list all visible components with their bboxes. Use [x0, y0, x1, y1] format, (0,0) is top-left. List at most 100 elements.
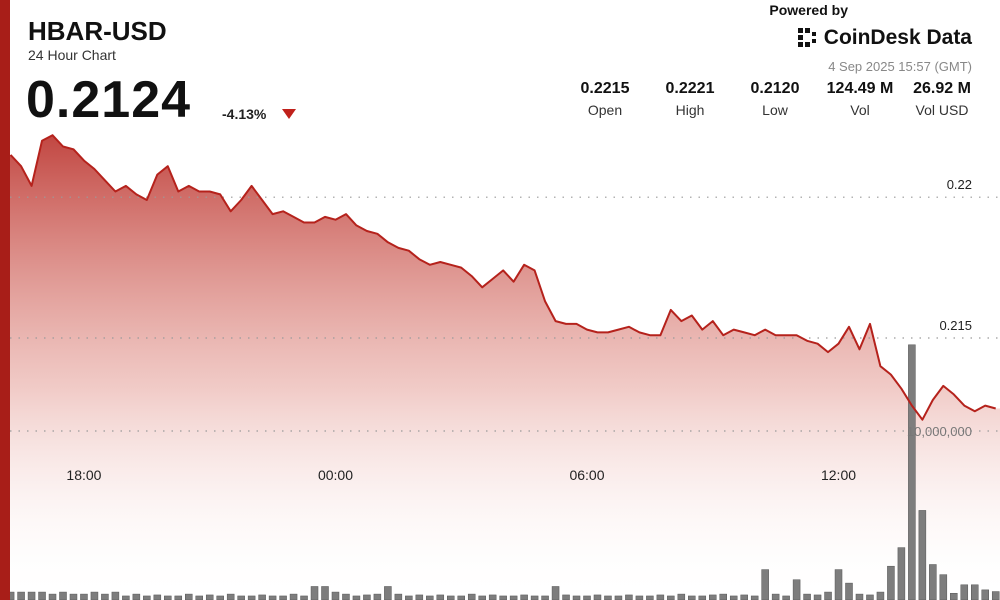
volume-bar [897, 547, 906, 600]
volume-bar [834, 569, 843, 600]
stat: 0.2221 High [645, 80, 735, 118]
stat-label: Low [762, 102, 788, 118]
stat: 26.92 M Vol USD [897, 80, 987, 118]
stat-value: 26.92 M [913, 80, 971, 97]
volume-bar [247, 595, 256, 600]
volume-bar [143, 595, 151, 600]
volume-bar [918, 510, 927, 600]
volume-bar [111, 591, 120, 600]
volume-bar [971, 584, 979, 600]
volume-bar [436, 594, 445, 600]
volume-bar [426, 595, 434, 600]
volume-bar [488, 594, 497, 600]
volume-bar [688, 595, 696, 600]
price-area [10, 135, 1000, 600]
y-tick-label: 0.22 [947, 177, 972, 192]
volume-bar [384, 586, 392, 600]
volume-bar [467, 593, 476, 600]
stat-value: 124.49 M [826, 80, 894, 97]
stat-label: Vol [850, 102, 870, 118]
volume-bar [216, 595, 224, 600]
volume-bar [101, 593, 109, 600]
volume-bar [771, 593, 780, 600]
stat: 124.49 M Vol [815, 80, 905, 118]
volume-bar [195, 595, 203, 600]
volume-bar [845, 582, 853, 600]
volume-bar [677, 593, 686, 600]
brand-logo [798, 28, 816, 47]
powered-by: Powered by [769, 2, 848, 18]
volume-bar [782, 595, 790, 600]
volume-bar [342, 593, 350, 600]
volume-bar [761, 569, 769, 600]
volume-bar [48, 593, 57, 600]
stat: 0.2120 Low [730, 80, 820, 118]
brand-name: CoinDesk Data [823, 26, 972, 49]
volume-bar [268, 595, 277, 600]
volume-bar [90, 591, 99, 600]
volume-bar [740, 594, 748, 600]
volume-bar [80, 593, 88, 600]
volume-bar [750, 595, 759, 600]
chart-period: 24 Hour Chart [28, 47, 116, 63]
stat: 0.2215 Open [560, 80, 650, 118]
volume-bar [887, 565, 895, 600]
volume-bar [478, 595, 486, 600]
volume-bar [729, 595, 738, 600]
volume-bar [855, 593, 864, 600]
left-accent-bar [0, 0, 10, 600]
stat-value: 0.2120 [750, 80, 800, 97]
x-tick-label: 06:00 [569, 467, 604, 483]
volume-bar [562, 594, 570, 600]
volume-bar [174, 595, 183, 600]
volume-bar [321, 586, 329, 600]
volume-bar [593, 594, 602, 600]
volume-bar [614, 595, 623, 600]
volume-bar [59, 591, 67, 600]
volume-bar [709, 594, 717, 600]
volume-bar [541, 595, 549, 600]
volume-bar [939, 574, 948, 600]
volume-bar [331, 591, 340, 600]
x-tick-label: 12:00 [821, 467, 856, 483]
volume-bar [457, 595, 465, 600]
volume-bar [153, 594, 162, 600]
volume-bar [604, 595, 612, 600]
volume-bar [803, 593, 811, 600]
volume-bar [981, 589, 989, 600]
volume-bar [929, 564, 937, 600]
volume-bar [866, 594, 874, 600]
volume-bar [792, 579, 801, 600]
stat-value: 0.2221 [665, 80, 715, 97]
volume-bar [824, 591, 832, 600]
price-change: -4.13% [222, 106, 267, 122]
volume-bar [991, 591, 1000, 600]
volume-bar [667, 595, 675, 600]
y-tick-label: 0.215 [939, 318, 972, 333]
volume-bar [960, 584, 969, 600]
volume-bar [551, 586, 560, 600]
volume-bar [363, 594, 371, 600]
symbol: HBAR-USD [28, 16, 167, 46]
volume-bar [950, 592, 958, 600]
volume-bar [908, 344, 916, 600]
volume-bar [635, 595, 644, 600]
y2-tick-label: 10,000,000 [907, 424, 972, 439]
stat-value: 0.2215 [580, 80, 630, 97]
volume-bar [226, 593, 235, 600]
volume-bar [122, 595, 130, 600]
stat-label: Open [587, 102, 623, 118]
x-tick-label: 00:00 [318, 467, 353, 483]
volume-bar [279, 595, 287, 600]
stat-label: High [675, 102, 705, 118]
volume-bar [572, 595, 581, 600]
volume-bar [17, 591, 25, 600]
volume-bar [499, 595, 507, 600]
volume-bar [69, 593, 78, 600]
volume-bar [530, 595, 539, 600]
volume-bar [164, 595, 172, 600]
x-tick-label: 18:00 [66, 467, 101, 483]
volume-bar [27, 591, 36, 600]
volume-bar [289, 593, 298, 600]
volume-bar [394, 593, 403, 600]
